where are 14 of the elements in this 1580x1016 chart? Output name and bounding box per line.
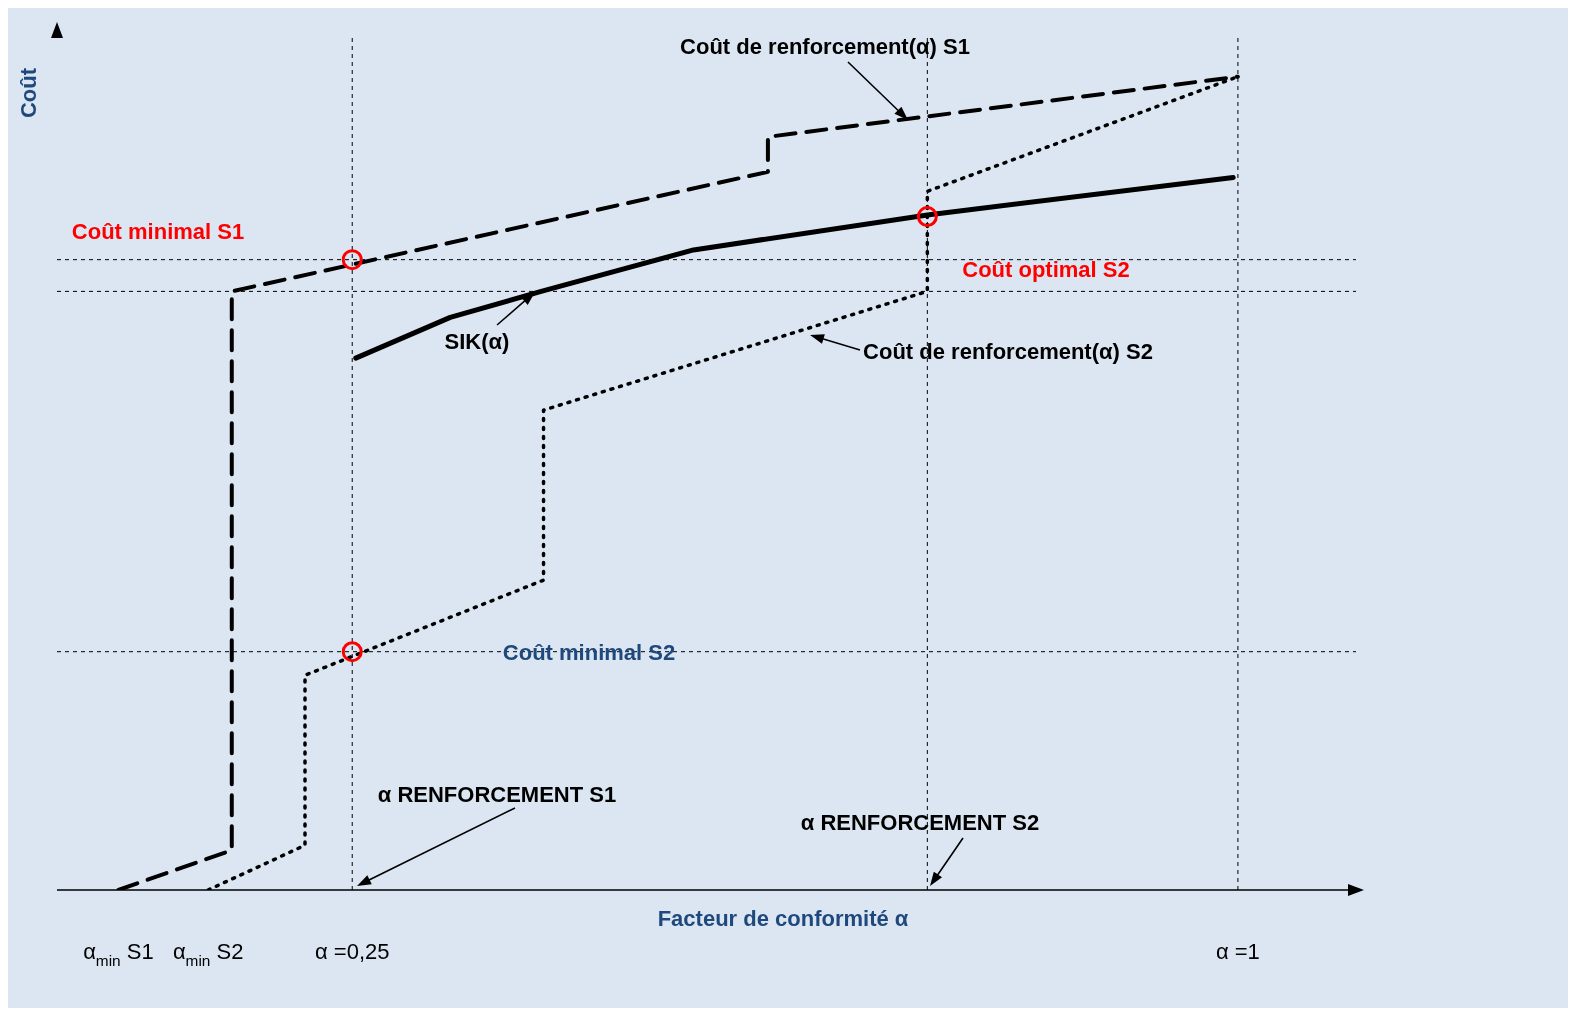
y-axis-title: Coût — [15, 67, 41, 119]
annotation: Coût minimal S1 — [71, 218, 245, 244]
annotation: α RENFORCEMENT S1 — [377, 781, 617, 807]
text: Coût de renforcement(α) S1 — [680, 33, 970, 59]
annotation: Coût optimal S2 — [962, 256, 1130, 282]
series-label: SIK(α) — [444, 328, 510, 354]
x-tick-label: α$_{min}$ S1 — [83, 938, 154, 969]
x-tick-label: α =1 — [1215, 938, 1260, 964]
x-axis-title: Facteur de conformité α — [657, 905, 909, 931]
annotation: α RENFORCEMENT S2 — [800, 809, 1040, 835]
x-tick-label: α$_{min}$ S2 — [172, 938, 244, 969]
legend-label: Coût de renforcement(α) S2 — [863, 338, 1153, 364]
x-tick-label: α =0,25 — [314, 938, 390, 964]
annotation: Coût minimal S2 — [502, 639, 676, 665]
